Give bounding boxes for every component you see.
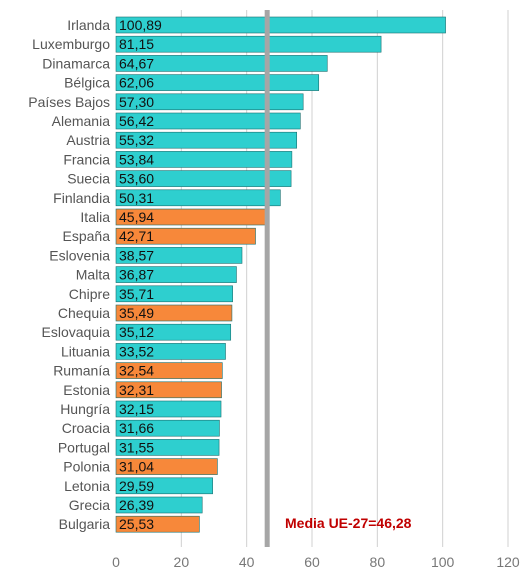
value-label-lituania: 33,52 (119, 343, 154, 359)
value-label-letonia: 29,59 (119, 478, 154, 494)
value-label-estonia: 32,31 (119, 382, 154, 398)
bar-irlanda (115, 16, 446, 34)
category-label-alemania: Alemania (52, 113, 111, 129)
value-label-rumania: 32,54 (119, 363, 154, 379)
value-label-alemania: 56,42 (119, 113, 154, 129)
x-tick-label-60: 60 (304, 554, 320, 569)
category-label-portugal: Portugal (58, 439, 110, 455)
value-label-belgica: 62,06 (119, 75, 154, 91)
bar-luxemburgo (115, 35, 382, 53)
value-label-chequia: 35,49 (119, 305, 154, 321)
category-label-grecia: Grecia (69, 497, 110, 513)
bar-grecia (115, 496, 203, 514)
category-label-luxemburgo: Luxemburgo (32, 36, 110, 52)
category-label-letonia: Letonia (64, 478, 110, 494)
bar-chequia (115, 304, 233, 322)
value-label-portugal: 31,55 (119, 439, 154, 455)
value-labels: 100,89 81,15 64,67 62,06 57,30 56,42 55,32 53,8… (119, 17, 162, 532)
category-label-chipre: Chipre (69, 286, 110, 302)
x-tick-labels: 0 20 40 60 80 100 120 (112, 554, 520, 569)
bar-dinamarca (115, 55, 328, 72)
value-label-dinamarca: 64,67 (119, 55, 154, 71)
bar-eslovenia (115, 247, 243, 264)
value-label-francia: 53,84 (119, 151, 154, 167)
value-label-eslovaquia: 35,12 (119, 324, 154, 340)
value-label-italia: 45,94 (119, 209, 154, 225)
bar-espana (115, 227, 256, 245)
category-label-bulgaria: Bulgaria (59, 516, 111, 532)
bar-francia (115, 151, 293, 168)
value-label-malta: 36,87 (119, 267, 154, 283)
x-tick-label-20: 20 (174, 554, 190, 569)
value-label-suecia: 53,60 (119, 171, 154, 187)
x-tick-label-80: 80 (370, 554, 386, 569)
category-label-eslovenia: Eslovenia (49, 247, 110, 263)
category-label-polonia: Polonia (63, 459, 110, 475)
bar-paises-bajos (115, 93, 304, 111)
bar-eslovaquia (115, 323, 232, 341)
bar-bulgaria (115, 515, 200, 533)
category-label-eslovaquia: Eslovaquia (42, 324, 111, 340)
bar-croacia (115, 419, 220, 437)
x-tick-label-0: 0 (112, 554, 120, 569)
bar-portugal (115, 439, 220, 456)
category-label-finlandia: Finlandia (53, 190, 110, 206)
bar-finlandia (115, 189, 281, 207)
x-tick-label-40: 40 (239, 554, 255, 569)
category-label-croacia: Croacia (62, 420, 110, 436)
value-label-grecia: 26,39 (119, 497, 154, 513)
category-label-paises-bajos: Países Bajos (28, 94, 110, 110)
category-label-lituania: Lituania (61, 343, 110, 359)
value-label-finlandia: 50,31 (119, 190, 154, 206)
value-label-paises-bajos: 57,30 (119, 94, 154, 110)
value-label-irlanda: 100,89 (119, 17, 162, 33)
x-tick-label-100: 100 (431, 554, 455, 569)
x-tick-label-120: 120 (496, 554, 520, 569)
value-label-luxemburgo: 81,15 (119, 36, 154, 52)
bar-hungria (115, 400, 222, 418)
bar-rumania (115, 362, 223, 379)
bar-estonia (115, 381, 222, 399)
value-label-bulgaria: 25,53 (119, 516, 154, 532)
category-label-chequia: Chequia (58, 305, 110, 321)
bar-chipre (115, 285, 233, 303)
category-label-austria: Austria (66, 132, 110, 148)
category-label-italia: Italia (80, 209, 110, 225)
category-label-malta: Malta (76, 267, 110, 283)
bar-polonia (115, 458, 218, 475)
value-label-eslovenia: 38,57 (119, 247, 154, 263)
bar-malta (115, 266, 237, 283)
category-labels: Irlanda Luxemburgo Dinamarca Bélgica Países … (28, 17, 110, 532)
value-label-polonia: 31,04 (119, 459, 154, 475)
reference-line-group: Media UE-27=46,28 (264, 10, 412, 547)
category-label-francia: Francia (63, 151, 110, 167)
category-label-irlanda: Irlanda (67, 17, 110, 33)
category-label-suecia: Suecia (67, 171, 110, 187)
value-label-croacia: 31,66 (119, 420, 154, 436)
value-label-espana: 42,71 (119, 228, 154, 244)
value-label-hungria: 32,15 (119, 401, 154, 417)
value-label-chipre: 35,71 (119, 286, 154, 302)
bar-lituania (115, 343, 226, 360)
category-label-dinamarca: Dinamarca (42, 55, 110, 71)
bar-suecia (115, 170, 292, 187)
bar-austria (115, 131, 298, 149)
bar-alemania (115, 112, 301, 130)
bar-letonia (115, 477, 213, 495)
category-label-espana: España (63, 228, 111, 244)
category-label-estonia: Estonia (63, 382, 110, 398)
reference-line-label: Media UE-27=46,28 (285, 515, 412, 531)
category-label-rumania: Rumanía (53, 363, 110, 379)
category-label-hungria: Hungría (60, 401, 110, 417)
value-label-austria: 55,32 (119, 132, 154, 148)
category-label-belgica: Bélgica (64, 75, 110, 91)
bars (115, 16, 446, 533)
